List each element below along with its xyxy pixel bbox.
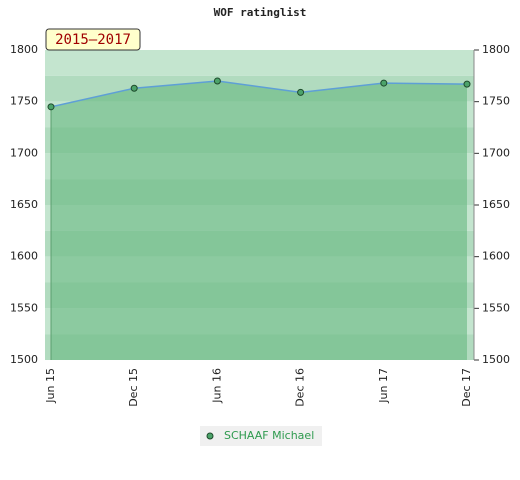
band: [45, 50, 474, 76]
chart-title: WOF ratinglist: [214, 6, 307, 19]
y-tick-label: 1600: [10, 250, 38, 263]
legend-marker: [206, 432, 214, 440]
legend-box: [200, 426, 322, 446]
y2-tick-label: 1600: [482, 250, 510, 263]
y-tick-label: 1500: [10, 353, 38, 366]
area: [51, 81, 467, 360]
chart-subtitle: 2015–2017: [55, 32, 131, 48]
y-tick-label: 1700: [10, 146, 38, 159]
line: [50, 80, 468, 108]
marker: [297, 88, 305, 96]
marker: [380, 79, 388, 87]
x-tick-label: Jun 16: [210, 368, 223, 404]
marker: [213, 77, 221, 85]
y-tick-label: 1650: [10, 198, 38, 211]
subtitle-box: [45, 28, 141, 51]
x-tick-label: Dec 16: [294, 368, 307, 407]
y-tick-label: 1750: [10, 95, 38, 108]
marker: [463, 80, 471, 88]
x-tick-label: Jun 15: [44, 368, 57, 404]
y2-tick-label: 1750: [482, 95, 510, 108]
x-tick-label: Dec 17: [460, 368, 473, 407]
legend-label: SCHAAF Michael: [224, 429, 314, 442]
marker: [47, 103, 55, 111]
y2-tick-label: 1550: [482, 301, 510, 314]
y2-tick-label: 1700: [482, 146, 510, 159]
y2-tick-label: 1650: [482, 198, 510, 211]
marker: [130, 84, 138, 92]
y2-tick-label: 1500: [482, 353, 510, 366]
plot-area: [45, 50, 474, 360]
y2-tick-label: 1800: [482, 43, 510, 56]
y-tick-label: 1800: [10, 43, 38, 56]
x-tick-label: Jun 17: [377, 368, 390, 404]
x-tick-label: Dec 15: [127, 368, 140, 407]
y-tick-label: 1550: [10, 301, 38, 314]
